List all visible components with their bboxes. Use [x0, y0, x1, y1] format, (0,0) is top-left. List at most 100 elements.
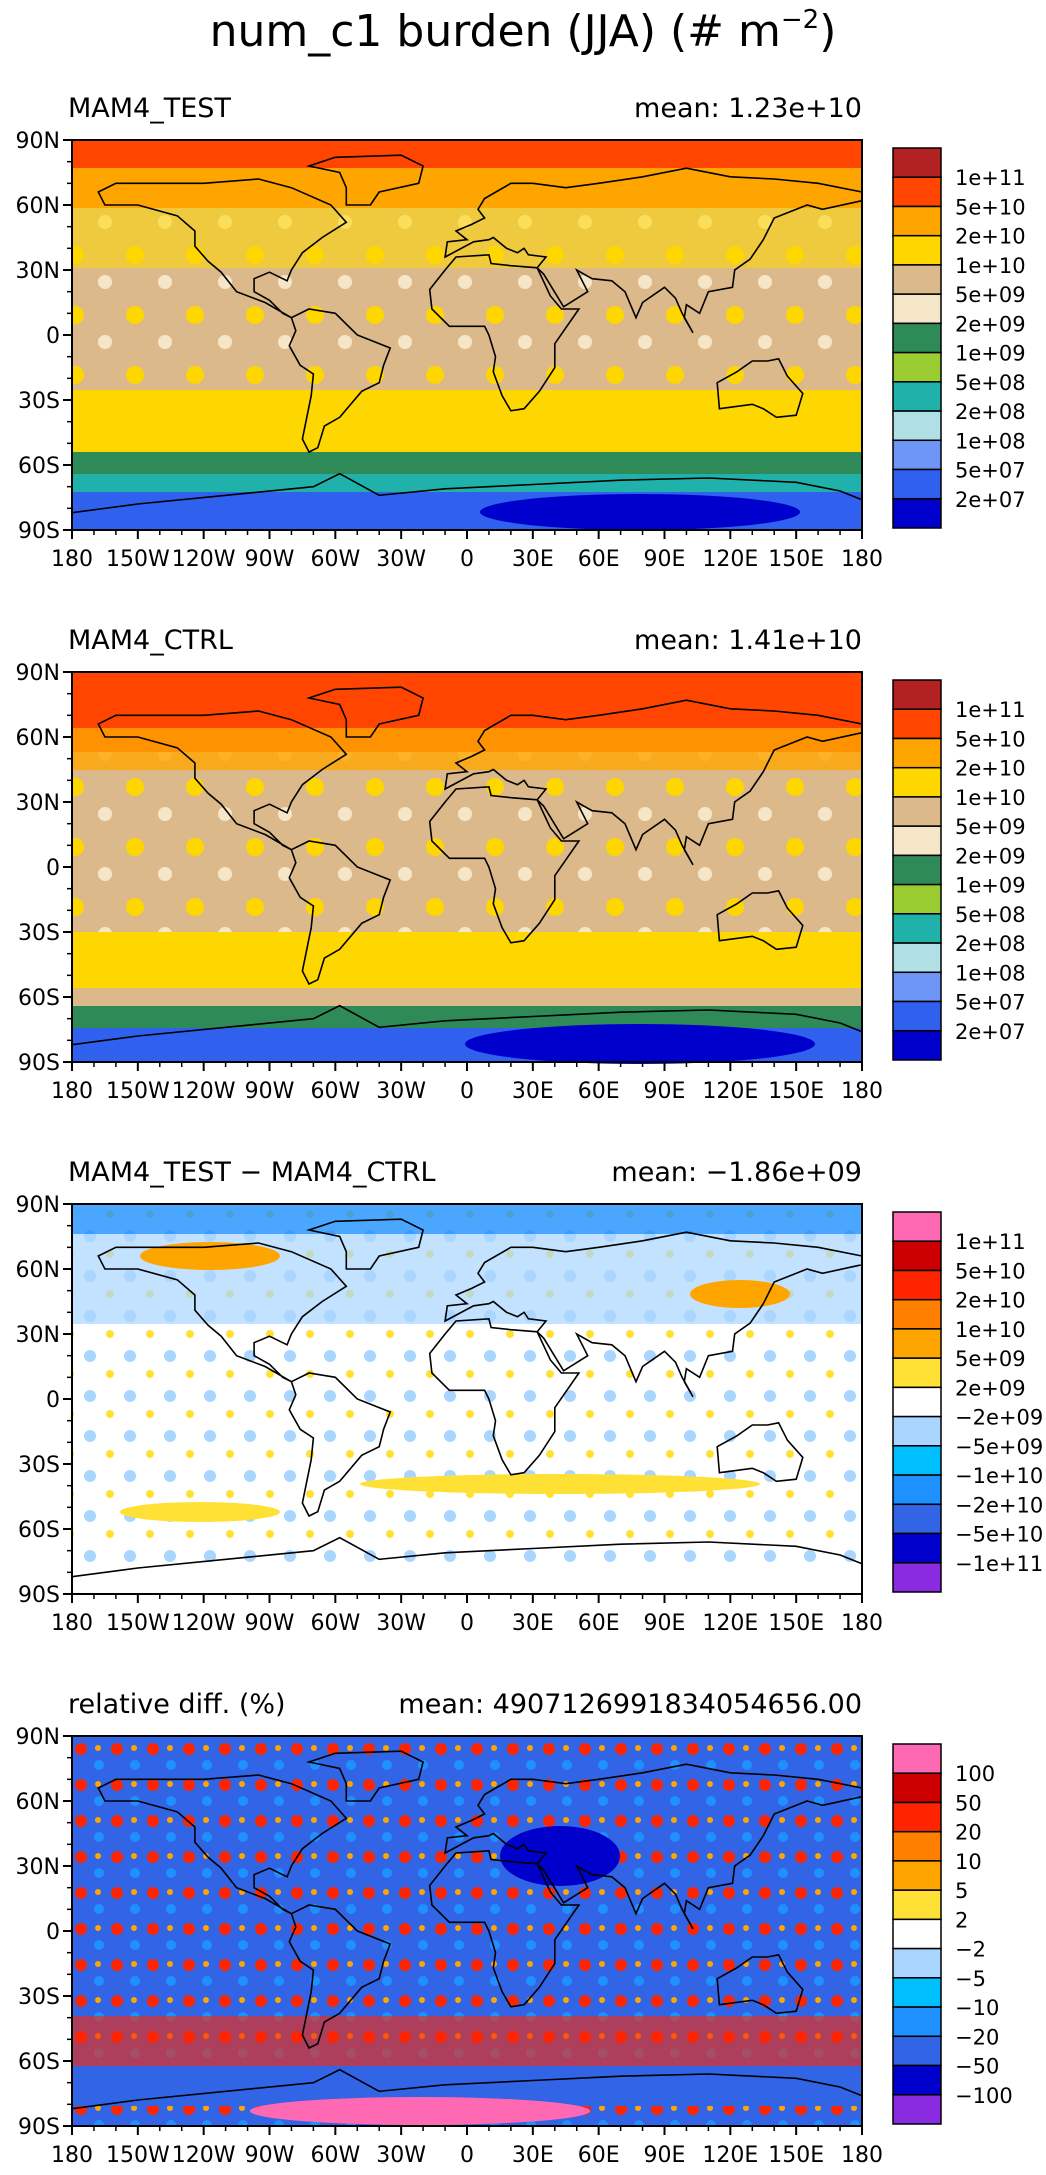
colorbar-box [892, 883, 942, 915]
colorbar-box [892, 410, 942, 442]
colorbar-label: 2e+09 [955, 312, 1026, 336]
colorbar-box [892, 1918, 942, 1950]
colorbar-box [892, 679, 942, 710]
colorbar-box [892, 1445, 942, 1476]
lat-tick-label: 0 [46, 324, 60, 349]
lon-tick-label: 60W [310, 1611, 360, 1636]
lon-tick-label: 30E [512, 547, 554, 572]
colorbar-box [892, 1772, 942, 1804]
lat-tick-label: 60S [18, 986, 60, 1011]
colorbar-label: −5e+09 [955, 1435, 1043, 1459]
colorbar-box [892, 322, 942, 354]
lon-tick-label: 60E [578, 1611, 620, 1636]
lon-tick-label: 60W [310, 1079, 360, 1104]
colorbar-label: −50 [955, 2055, 999, 2079]
figure-title: num_c1 burden (JJA) (# m−2) [210, 5, 837, 57]
colorbar-label: −2e+10 [955, 1493, 1043, 1517]
panel-name: MAM4_TEST − MAM4_CTRL [68, 1157, 436, 1188]
lat-tick-label: 60N [16, 726, 60, 751]
colorbar-box [892, 234, 942, 266]
lat-tick-label: 90S [18, 1583, 60, 1608]
colorbar-label: 5e+09 [955, 1347, 1026, 1371]
panel-ctrl: MAM4_CTRL mean: 1.41e+10 90N 60N 30N 0 30S 60… [16, 625, 1026, 1104]
colorbar-label: −5e+10 [955, 1523, 1043, 1547]
lon-tick-label: 150E [768, 2143, 824, 2168]
coastline-africa [428, 253, 581, 412]
coastline-antarctica [71, 1004, 863, 1046]
lat-tick-label: 60N [16, 194, 60, 219]
lat-tick-label: 30N [16, 1323, 60, 1348]
figure-title-exponent: −2 [781, 5, 819, 35]
lon-tick-label: 150W [106, 1079, 170, 1104]
colorbar-box [892, 351, 942, 383]
lon-tick-label: 90E [644, 1611, 686, 1636]
panel-name: MAM4_TEST [68, 93, 231, 124]
lon-tick-label: 60W [310, 547, 360, 572]
lat-tick-label: 90S [18, 1051, 60, 1076]
colorbar-box [892, 1386, 942, 1418]
colorbar-label: 2e+09 [955, 844, 1026, 868]
panel-mean: mean: −1.86e+09 [611, 1157, 862, 1188]
colorbar-label: 20 [955, 1821, 982, 1845]
coastline-eurasia [444, 1763, 863, 1930]
colorbar-box [892, 147, 942, 178]
lat-tick-label: 90S [18, 519, 60, 544]
colorbar-label: −1e+11 [955, 1552, 1043, 1576]
colorbar-label: 2e+10 [955, 757, 1026, 781]
lon-tick-label: 30W [376, 2143, 426, 2168]
colorbar-label: 1e+11 [955, 166, 1026, 190]
lon-tick-label: 0 [460, 547, 474, 572]
lat-tick-label: 30S [18, 389, 60, 414]
colorbar-box [892, 825, 942, 857]
colorbar: 1e+11 5e+10 2e+10 1e+10 5e+09 2e+09 1e+09 5e+08… [892, 679, 1026, 1061]
coastline-eurasia [444, 167, 863, 334]
lon-tick-label: 150W [106, 547, 170, 572]
colorbar-label: 2e+10 [955, 1289, 1026, 1313]
colorbar: 1e+11 5e+10 2e+10 1e+10 5e+09 2e+09 1e+09 5e+08… [892, 147, 1026, 529]
lat-axis: 90N 60N 30N 0 30S 60S 90S [16, 1193, 72, 1608]
colorbar-box [892, 796, 942, 827]
colorbar-box [892, 971, 942, 1003]
lon-tick-label: 120E [702, 1079, 758, 1104]
colorbar-label: 5e+10 [955, 1260, 1026, 1284]
colorbar-box [892, 498, 942, 529]
colorbar: 100 50 20 10 5 2 −2 −5 −10 −20 −50 −100 [892, 1743, 1013, 2125]
colorbar-label: −2 [955, 1938, 986, 1962]
coastline-north-america [97, 1774, 348, 1915]
colorbar-label: 1e+08 [955, 429, 1026, 453]
colorbar-label: 100 [955, 1762, 995, 1786]
figure-title-close: ) [819, 6, 836, 57]
colorbar-label: 1e+09 [955, 342, 1026, 366]
coastline-africa [428, 1317, 581, 1476]
coastline-greenland [305, 1218, 425, 1270]
coastlines [71, 1750, 863, 2110]
colorbar-box [892, 737, 942, 769]
lon-tick-label: 150W [106, 2143, 170, 2168]
colorbar-box [892, 1328, 942, 1359]
colorbar-label: 2e+09 [955, 1376, 1026, 1400]
panel-mean: mean: 4907126991834054656.00 [398, 1689, 862, 1720]
lon-tick-label: 90W [245, 547, 295, 572]
figure-title-main: num_c1 burden (JJA) (# m [210, 6, 781, 57]
coastline-north-america [97, 178, 348, 319]
colorbar-box [892, 766, 942, 798]
lon-tick-label: 120W [172, 1611, 236, 1636]
panel-diff: MAM4_TEST − MAM4_CTRL mean: −1.86e+09 90… [16, 1157, 1044, 1636]
lat-axis: 90N 60N 30N 0 30S 60S 90S [16, 129, 72, 544]
map-field [72, 1204, 862, 1594]
colorbar-box [892, 2094, 942, 2125]
lon-tick-label: 180 [51, 547, 93, 572]
colorbar-box [892, 2035, 942, 2067]
colorbar-box [892, 1211, 942, 1242]
lat-tick-label: 60S [18, 2050, 60, 2075]
colorbar-label: 5e+10 [955, 728, 1026, 752]
lat-tick-label: 90N [16, 129, 60, 154]
coastlines [71, 154, 863, 514]
colorbar-box [892, 1474, 942, 1506]
coastline-australia [716, 1953, 804, 2015]
coastline-north-america [97, 1242, 348, 1383]
colorbar-box [892, 1889, 942, 1921]
colorbar-box [892, 1977, 942, 2008]
colorbar-box [892, 293, 942, 325]
